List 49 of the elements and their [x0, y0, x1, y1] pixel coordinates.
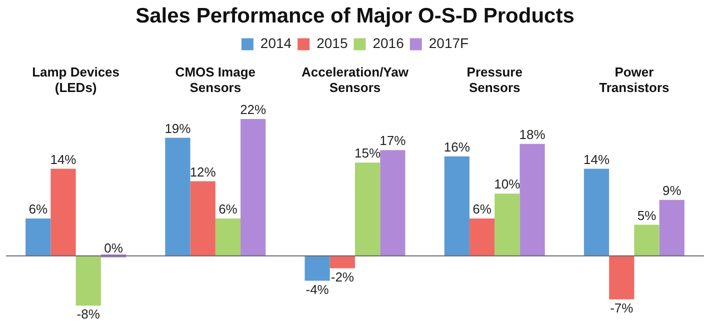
- x-tick-label: CMOS Image Sensors: [175, 64, 256, 96]
- data-label: 16%: [444, 139, 470, 154]
- x-tick-label: Lamp Devices (LEDs): [32, 64, 120, 96]
- chart-title: Sales Performance of Major O-S-D Products: [136, 4, 574, 28]
- bar: [469, 218, 495, 256]
- legend-label: 2015: [316, 35, 348, 52]
- data-label: -2%: [330, 269, 354, 284]
- data-label: 22%: [240, 102, 267, 118]
- bar: [215, 218, 241, 256]
- data-label: 17%: [380, 133, 406, 148]
- data-label: 18%: [519, 127, 546, 142]
- bar: [584, 168, 610, 256]
- data-label: 14%: [583, 152, 610, 167]
- bar: [520, 144, 545, 256]
- bar: [50, 168, 76, 256]
- bar: [380, 150, 406, 256]
- data-label: 10%: [494, 176, 521, 192]
- x-tick-label: Power Transistors: [599, 64, 670, 96]
- legend-label: 2014: [260, 35, 292, 52]
- data-label: 12%: [190, 164, 216, 180]
- data-label: 0%: [104, 240, 124, 256]
- bar: [494, 194, 520, 256]
- data-label: 5%: [637, 208, 657, 223]
- data-label: 6%: [472, 202, 492, 217]
- data-label: -7%: [610, 300, 634, 316]
- bar: [634, 224, 660, 256]
- bar: [165, 138, 190, 256]
- bar: [240, 119, 266, 256]
- bar: [609, 256, 634, 300]
- bar: [76, 256, 101, 306]
- bar: [190, 181, 216, 256]
- bar: [659, 200, 684, 256]
- data-label: 9%: [662, 182, 682, 198]
- x-tick-label: Acceleration/Yaw Sensors: [302, 64, 410, 96]
- legend-label: 2017F: [428, 35, 469, 52]
- data-label: 6%: [28, 202, 48, 217]
- data-label: 19%: [164, 120, 192, 136]
- bar: [444, 156, 470, 256]
- legend-label: 2016: [372, 35, 404, 52]
- bar: [26, 218, 51, 256]
- data-label: -4%: [306, 282, 330, 297]
- bar: [304, 256, 330, 281]
- data-label: -8%: [76, 306, 100, 322]
- x-tick-label: Pressure Sensors: [466, 64, 522, 96]
- data-label: 14%: [50, 152, 77, 167]
- bar: [355, 162, 380, 256]
- data-label: 6%: [218, 202, 238, 217]
- data-label: 15%: [354, 146, 382, 161]
- bar: [330, 256, 355, 268]
